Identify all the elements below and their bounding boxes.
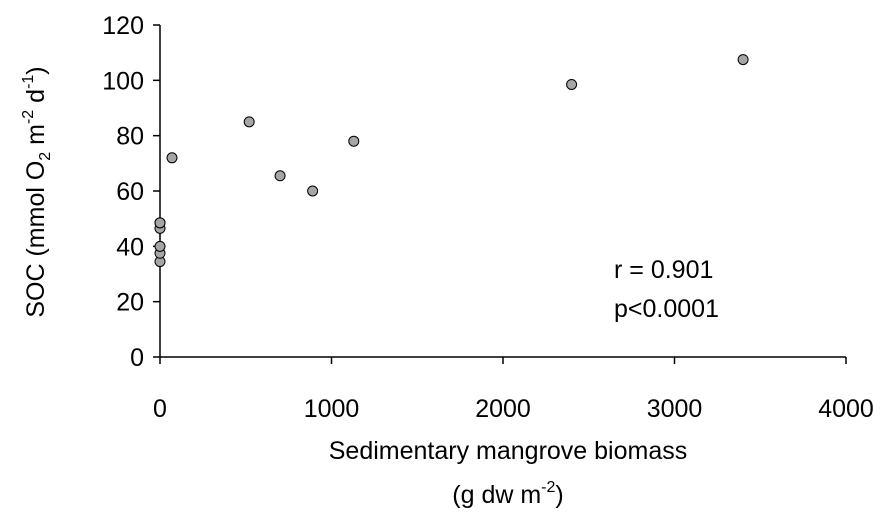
data-point	[166, 152, 178, 164]
x-ticks: 0 1000 2000 3000 4000	[153, 357, 874, 423]
x-tick-label: 3000	[647, 395, 703, 423]
y-tick-label: 40	[116, 233, 144, 261]
y-axis-title: SOC (mmol O2 m-2 d-1)	[20, 66, 54, 317]
x-tick-label: 0	[153, 395, 167, 423]
y-tick-label: 20	[116, 289, 144, 317]
y-tick-label: 0	[130, 344, 144, 372]
p-value-annotation: p<0.0001	[614, 295, 719, 323]
x-tick-label: 1000	[304, 395, 360, 423]
x-tick-label: 4000	[818, 395, 874, 423]
data-point	[348, 135, 360, 147]
data-point	[154, 217, 166, 229]
x-tick-label: 2000	[475, 395, 531, 423]
x-axis-title: Sedimentary mangrove biomass	[329, 437, 688, 465]
y-ticks: 0 20 40 60 80 100 120	[102, 12, 160, 372]
y-tick-label: 60	[116, 178, 144, 206]
data-points	[154, 54, 749, 268]
y-tick-label: 120	[102, 12, 144, 40]
data-point	[274, 170, 286, 182]
x-axis-units: (g dw m-2)	[452, 479, 563, 509]
correlation-annotation: r = 0.901	[614, 256, 713, 284]
data-point	[566, 78, 578, 90]
data-point	[737, 54, 749, 66]
data-point	[154, 240, 166, 252]
y-tick-label: 100	[102, 67, 144, 95]
y-tick-label: 80	[116, 123, 144, 151]
data-point	[243, 116, 255, 128]
data-point	[307, 185, 319, 197]
